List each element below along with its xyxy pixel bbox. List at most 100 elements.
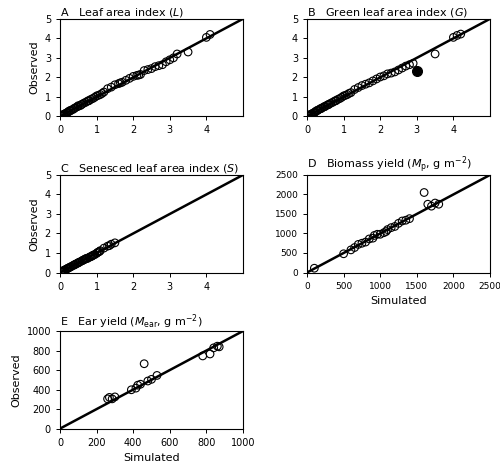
Text: A   Leaf area index ($L$): A Leaf area index ($L$) [60,6,184,19]
Point [94,249,102,256]
Point [98,89,106,97]
Point [82,255,90,262]
Point [62,265,70,273]
Point [140,67,148,74]
Point [80,99,88,107]
X-axis label: Simulated: Simulated [123,453,180,463]
Point [345,89,353,97]
Point [310,264,318,272]
Point [92,92,100,100]
Point [350,86,358,93]
Point [84,97,92,105]
Point [87,96,95,103]
Point [118,79,126,86]
Point [60,111,68,118]
Point [406,215,413,222]
Point [338,94,346,101]
Point [318,105,326,112]
Point [111,239,119,247]
Point [402,217,410,224]
Point [92,250,100,257]
Point [391,223,399,230]
Point [328,98,336,106]
Point [60,110,68,118]
Point [398,217,406,225]
Point [330,97,338,105]
Point [354,241,362,248]
Point [100,244,108,252]
Point [431,50,439,58]
Point [324,101,332,108]
X-axis label: Simulated: Simulated [370,296,427,306]
Point [453,32,461,39]
Point [100,88,108,96]
Point [59,111,67,119]
Point [166,56,174,64]
Point [104,85,112,92]
Point [86,97,94,104]
Point [344,91,351,98]
Point [362,81,370,88]
Point [387,224,395,231]
Point [314,106,322,114]
Point [70,105,78,112]
Y-axis label: Observed: Observed [29,197,39,251]
Point [308,110,316,118]
Point [72,103,80,111]
Point [382,228,390,236]
Point [206,350,214,358]
Point [327,99,335,107]
Point [148,65,156,73]
Point [162,58,170,65]
Point [311,108,319,116]
Point [56,112,64,120]
Point [69,106,77,114]
Point [74,260,82,267]
Point [350,244,358,252]
Point [370,232,378,239]
Point [56,268,64,276]
Point [376,230,384,238]
Point [394,66,402,74]
Point [402,62,410,70]
Point [111,81,119,89]
Point [116,79,124,87]
Point [76,258,84,266]
Point [82,255,90,263]
Point [77,101,85,108]
Point [310,109,318,116]
Point [80,256,88,264]
Point [74,103,82,110]
Point [376,73,384,81]
Point [58,112,66,119]
Y-axis label: Observed: Observed [11,353,21,406]
Point [134,71,142,79]
Point [140,360,148,367]
Point [64,265,72,272]
Point [365,235,373,243]
Point [126,74,134,82]
Point [215,343,223,350]
Point [74,102,82,109]
Point [332,97,340,105]
Point [84,255,92,262]
Point [58,112,66,119]
Point [66,263,74,271]
Point [132,384,140,392]
Point [306,111,314,119]
Point [70,261,78,269]
Point [372,75,380,83]
Point [86,253,94,260]
Point [184,48,192,56]
Point [136,381,144,388]
Point [67,263,75,270]
Point [94,248,102,256]
Point [340,250,347,258]
Point [70,105,78,113]
Point [108,395,116,403]
Point [380,229,388,236]
Point [60,267,68,274]
Point [106,242,114,249]
Point [96,248,104,255]
Point [320,103,328,111]
